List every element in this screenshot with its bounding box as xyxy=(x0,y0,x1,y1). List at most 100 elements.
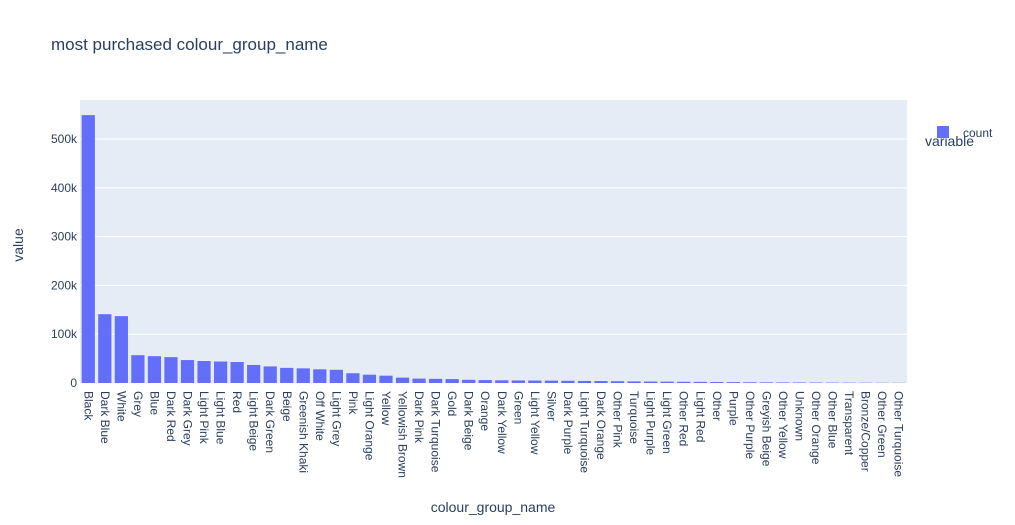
bar[interactable] xyxy=(81,115,95,384)
gridlines xyxy=(80,138,907,335)
bar[interactable] xyxy=(395,377,410,383)
bar[interactable] xyxy=(213,361,228,383)
x-tick-label: Dark Blue xyxy=(98,391,112,444)
x-tick-label: Gold xyxy=(445,391,459,416)
bar[interactable] xyxy=(147,356,162,383)
x-tick-label: Purple xyxy=(726,391,740,426)
x-tick-label: Other xyxy=(710,391,724,421)
x-tick-label: Other Blue xyxy=(826,391,840,449)
x-tick-label: Transparent xyxy=(842,391,856,456)
bar[interactable] xyxy=(247,364,261,383)
bar[interactable] xyxy=(462,379,476,383)
bars[interactable] xyxy=(81,115,906,384)
legend-label: count xyxy=(963,126,993,140)
x-tick-label: Grey xyxy=(131,391,145,417)
bar[interactable] xyxy=(478,380,492,383)
x-tick-label: Light Yellow xyxy=(528,391,542,455)
bar[interactable] xyxy=(445,379,459,383)
y-tick-label: 300k xyxy=(51,230,78,244)
bar[interactable] xyxy=(180,360,195,383)
x-tick-label: Yellow xyxy=(379,391,393,426)
x-tick-label: Dark Yellow xyxy=(495,391,509,454)
x-tick-label: Other Yellow xyxy=(776,391,790,459)
bar[interactable] xyxy=(131,355,145,383)
bar[interactable] xyxy=(114,316,128,383)
bar[interactable] xyxy=(280,367,294,383)
x-tick-label: Light Green xyxy=(660,391,674,454)
x-tick-label: Unknown xyxy=(792,391,806,441)
x-tick-label: Light Pink xyxy=(197,391,211,445)
bar[interactable] xyxy=(313,369,327,383)
x-tick-label: Orange xyxy=(478,391,492,431)
x-tick-label: Silver xyxy=(544,391,558,421)
bar[interactable] xyxy=(98,314,112,383)
x-axis-ticks: Black Dark Blue White Grey Blue Dark Red Dark … xyxy=(81,391,905,478)
x-tick-label: White xyxy=(114,391,128,422)
bar[interactable] xyxy=(594,381,608,383)
x-tick-label: Dark Purple xyxy=(561,391,575,455)
bar[interactable] xyxy=(776,382,790,383)
x-tick-label: Dark Orange xyxy=(594,391,608,460)
bar[interactable] xyxy=(412,378,426,383)
x-tick-label: Other Pink xyxy=(611,391,625,449)
x-tick-label: Other Green xyxy=(875,391,889,458)
x-tick-label: Yellowish Brown xyxy=(396,391,410,478)
bar[interactable] xyxy=(544,380,559,383)
x-tick-label: Light Red xyxy=(693,391,707,442)
bar[interactable] xyxy=(759,382,774,383)
x-tick-label: Dark Grey xyxy=(181,391,195,446)
y-tick-label: 0 xyxy=(70,376,77,390)
x-tick-label: Light Turquoise xyxy=(577,391,591,473)
x-tick-label: Light Beige xyxy=(247,391,261,451)
bar[interactable] xyxy=(743,382,757,383)
bar[interactable] xyxy=(379,375,393,383)
x-tick-label: Other Orange xyxy=(809,391,823,465)
legend-item-count[interactable]: count xyxy=(937,126,993,140)
legend: variable count xyxy=(925,126,993,149)
bar[interactable] xyxy=(495,380,509,383)
bar[interactable] xyxy=(263,366,277,383)
x-tick-label: Dark Turquoise xyxy=(429,391,443,473)
bar[interactable] xyxy=(346,373,360,383)
bar[interactable] xyxy=(164,357,178,383)
bar[interactable] xyxy=(230,362,244,383)
x-tick-label: Other Red xyxy=(677,391,691,446)
bar[interactable] xyxy=(660,381,674,383)
bar[interactable] xyxy=(561,380,575,383)
bar[interactable] xyxy=(528,380,542,383)
x-tick-label: Light Grey xyxy=(329,391,343,446)
y-tick-label: 200k xyxy=(51,278,78,292)
y-tick-label: 500k xyxy=(51,132,78,146)
x-tick-label: Other Turquoise xyxy=(892,391,906,477)
bar[interactable] xyxy=(511,380,525,383)
bar[interactable] xyxy=(610,381,625,383)
y-axis-ticks: 0 100k 200k 300k 400k 500k xyxy=(51,132,78,390)
bar[interactable] xyxy=(296,368,310,383)
bar[interactable] xyxy=(627,381,641,383)
bar[interactable] xyxy=(577,380,592,383)
x-tick-label: Greenish Khaki xyxy=(296,391,310,473)
y-tick-label: 100k xyxy=(51,327,78,341)
bar[interactable] xyxy=(693,381,707,383)
legend-swatch xyxy=(937,126,949,138)
x-tick-label: Turquoise xyxy=(627,391,641,444)
x-tick-label: Green xyxy=(511,391,525,424)
bar[interactable] xyxy=(726,382,740,383)
x-tick-label: Dark Pink xyxy=(412,391,426,444)
bar[interactable] xyxy=(428,378,443,383)
y-tick-label: 400k xyxy=(51,181,78,195)
bar[interactable] xyxy=(362,374,377,383)
bar[interactable] xyxy=(197,361,211,383)
x-tick-label: Black xyxy=(81,391,95,421)
y-axis-title: value xyxy=(10,228,26,262)
bar[interactable] xyxy=(644,381,658,383)
bar[interactable] xyxy=(710,382,724,383)
bar[interactable] xyxy=(677,381,691,383)
bar[interactable] xyxy=(329,369,343,383)
x-tick-label: Light Purple xyxy=(644,391,658,455)
chart-title: most purchased colour_group_name xyxy=(51,35,328,54)
x-tick-label: Other Purple xyxy=(743,391,757,459)
x-tick-label: Dark Green xyxy=(263,391,277,453)
x-axis-title: colour_group_name xyxy=(431,499,556,515)
